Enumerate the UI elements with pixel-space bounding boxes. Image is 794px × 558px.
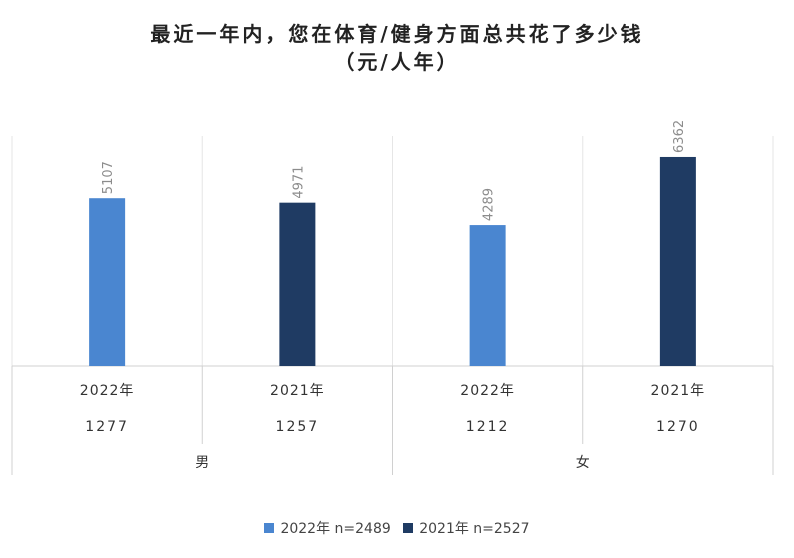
legend-item-2022: 2022年 n=2489 — [264, 518, 391, 538]
data-label: 6362 — [672, 120, 687, 153]
bar-女-2022年 — [469, 225, 506, 366]
bar-女-2021年 — [659, 156, 696, 366]
data-label: 4971 — [291, 166, 306, 199]
group-label-1: 女 — [576, 454, 590, 471]
data-label: 5107 — [101, 161, 116, 194]
category-label: 2021年 — [651, 383, 706, 399]
chart-title: 最近一年内，您在体育/健身方面总共花了多少钱 — [150, 22, 644, 46]
category-n-label: 1212 — [466, 419, 510, 435]
legend-swatch-2022 — [264, 523, 275, 533]
data-label: 4289 — [482, 188, 497, 221]
legend-item-2021: 2021年 n=2527 — [403, 518, 530, 538]
bar-男-2021年 — [279, 202, 316, 366]
bar-男-2022年 — [89, 198, 126, 366]
legend-label-2021: 2021年 n=2527 — [419, 521, 530, 537]
legend: 2022年 n=2489 2021年 n=2527 — [0, 518, 794, 538]
legend-label-2022: 2022年 n=2489 — [280, 521, 391, 537]
category-label: 2022年 — [460, 383, 515, 399]
category-label: 2022年 — [80, 383, 135, 399]
category-n-label: 1277 — [85, 419, 129, 435]
category-label: 2021年 — [270, 383, 325, 399]
bar-chart: 5107 2022年 1277 4971 2021年 1257 4289 2022年 1212 6… — [11, 120, 774, 475]
category-n-label: 1257 — [276, 419, 320, 435]
group-label-0: 男 — [195, 455, 209, 471]
category-n-label: 1270 — [656, 419, 700, 435]
chart-subtitle: （元/人年） — [334, 50, 460, 74]
legend-swatch-2021 — [403, 523, 414, 533]
